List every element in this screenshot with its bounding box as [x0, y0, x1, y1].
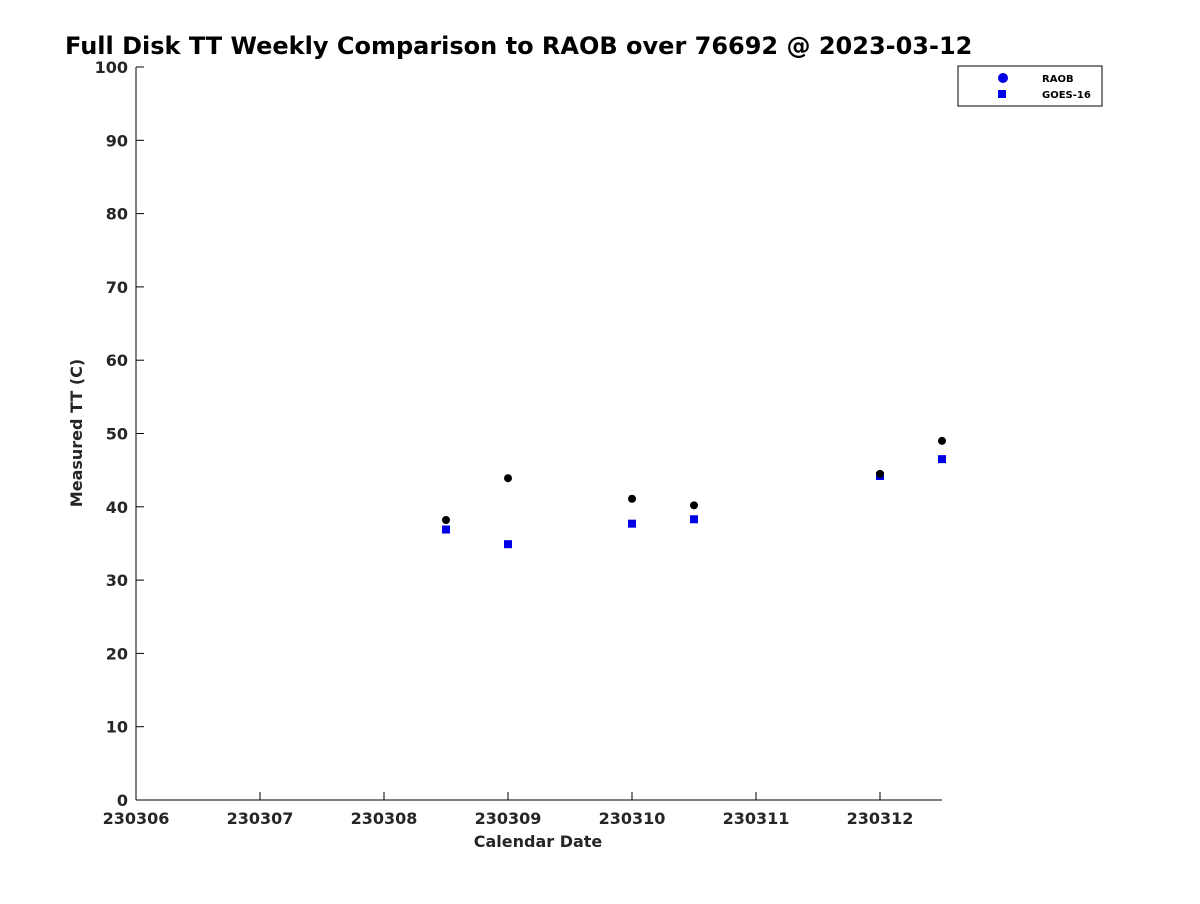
- raob-point: [442, 515, 450, 524]
- legend: RAOB GOES-16: [957, 65, 1103, 107]
- goes-16-point: [628, 519, 636, 528]
- x-axis-label: Calendar Date: [474, 832, 603, 851]
- y-tick-label: 40: [106, 498, 128, 517]
- x-ticks: 230306 230307 230308 230309 230310 230311 2303…: [103, 792, 914, 828]
- data-points: [442, 436, 946, 549]
- y-tick-label: 0: [117, 791, 128, 810]
- x-tick-label: 230308: [351, 809, 418, 828]
- legend-box: [957, 65, 1103, 107]
- legend-label: RAOB: [1042, 74, 1074, 85]
- legend-label: GOES-16: [1042, 90, 1091, 101]
- y-tick-label: 60: [106, 351, 128, 370]
- y-ticks: 0 10 20 30 40 50 60 70 80 90 100: [95, 58, 144, 810]
- x-tick-label: 230312: [847, 809, 914, 828]
- y-tick-label: 50: [106, 425, 128, 444]
- legend-raob-marker: [998, 73, 1008, 83]
- raob-point: [876, 469, 884, 478]
- goes-16-point: [938, 455, 946, 464]
- goes-16-point: [442, 525, 450, 534]
- raob-point: [504, 474, 512, 483]
- goes-16-point: [690, 515, 698, 524]
- raob-point: [690, 501, 698, 510]
- raob-point: [938, 436, 946, 445]
- chart-title: Full Disk TT Weekly Comparison to RAOB o…: [65, 32, 972, 60]
- y-axis-label: Measured TT (C): [67, 359, 86, 507]
- x-tick-label: 230306: [103, 809, 170, 828]
- x-tick-label: 230311: [723, 809, 790, 828]
- y-tick-label: 70: [106, 278, 128, 297]
- x-tick-label: 230307: [227, 809, 294, 828]
- y-tick-label: 20: [106, 644, 128, 663]
- y-tick-label: 80: [106, 205, 128, 224]
- y-tick-label: 30: [106, 571, 128, 590]
- y-tick-label: 10: [106, 718, 128, 737]
- raob-point: [628, 494, 636, 503]
- x-tick-label: 230309: [475, 809, 542, 828]
- y-tick-label: 90: [106, 131, 128, 150]
- x-tick-label: 230310: [599, 809, 666, 828]
- axes: [135, 67, 942, 801]
- legend-goes-16-marker: [998, 90, 1006, 98]
- y-tick-label: 100: [95, 58, 128, 77]
- goes-16-point: [504, 540, 512, 549]
